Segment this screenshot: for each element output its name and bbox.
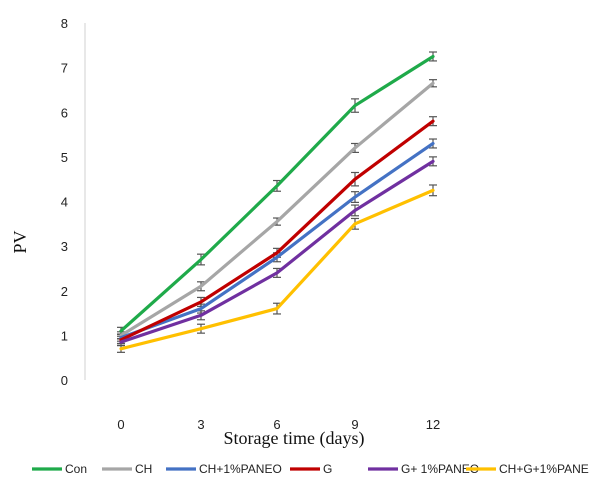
legend: Con CH CH+1%PANEO G G+ 1%PANEO CH+G+1%PANEO [32, 462, 589, 476]
x-tick-label: 0 [117, 417, 124, 432]
y-tick-label: 4 [61, 195, 68, 210]
y-tick-label: 1 [61, 328, 68, 343]
y-axis-tick-labels: 0 1 2 3 4 5 6 7 8 [61, 16, 68, 388]
legend-item: CH [102, 462, 152, 476]
legend-item: CH+1%PANEO [166, 462, 282, 476]
series-line-con [119, 54, 435, 333]
legend-label: G+ 1%PANEO [401, 462, 479, 476]
x-tick-label: 12 [426, 417, 440, 432]
y-tick-label: 7 [61, 61, 68, 76]
series-line-ch-1-paneo [119, 141, 435, 340]
legend-label: Con [65, 462, 87, 476]
series-lines [119, 54, 435, 351]
x-tick-label: 6 [273, 417, 280, 432]
legend-item: G+ 1%PANEO [368, 462, 479, 476]
legend-label: G [323, 462, 332, 476]
legend-item: G [290, 462, 332, 476]
y-tick-label: 6 [61, 105, 68, 120]
series-line-g [119, 119, 435, 342]
legend-item: CH+G+1%PANEO [466, 462, 589, 476]
legend-item: Con [32, 462, 87, 476]
y-tick-label: 3 [61, 239, 68, 254]
series-line-ch [119, 81, 435, 337]
y-axis-title: PV [10, 230, 30, 253]
x-tick-label: 9 [351, 417, 358, 432]
legend-label: CH [135, 462, 152, 476]
y-tick-label: 0 [61, 373, 68, 388]
x-tick-label: 3 [197, 417, 204, 432]
legend-label: CH+G+1%PANEO [499, 462, 589, 476]
x-axis-title: Storage time (days) [224, 428, 365, 449]
y-tick-label: 8 [61, 16, 68, 31]
error-bars [117, 51, 437, 353]
series-line-g-1-paneo [119, 159, 435, 344]
y-tick-label: 2 [61, 284, 68, 299]
x-axis-tick-labels: 0 3 6 9 12 [117, 417, 440, 432]
y-tick-label: 5 [61, 150, 68, 165]
series-line-ch-g-1-paneo [119, 188, 435, 351]
legend-label: CH+1%PANEO [199, 462, 282, 476]
